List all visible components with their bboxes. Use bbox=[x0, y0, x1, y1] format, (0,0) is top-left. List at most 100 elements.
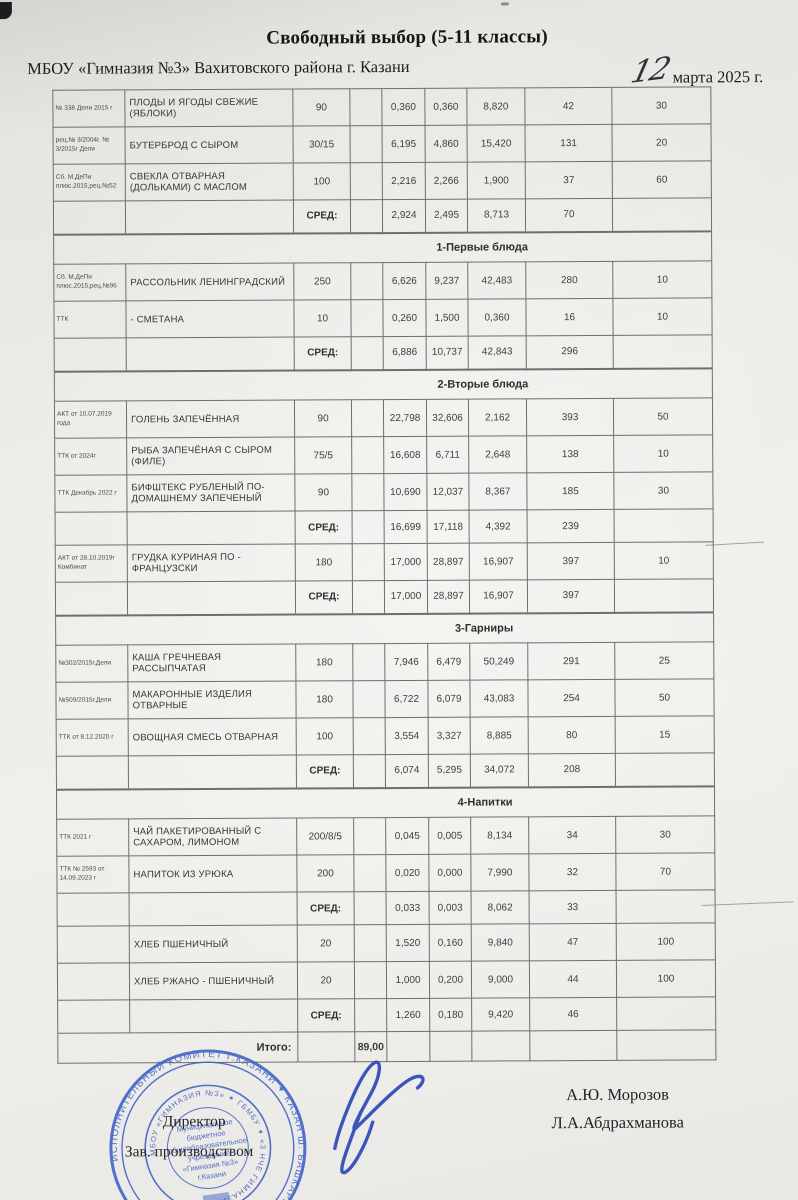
cell-value: 30 bbox=[613, 471, 714, 510]
cell-dish: ОВОЩНАЯ СМЕСЬ ОТВАРНАЯ bbox=[128, 718, 297, 756]
cell-value: 44 bbox=[529, 960, 617, 998]
stamp-emblem bbox=[202, 1191, 231, 1200]
cell-empty bbox=[354, 891, 387, 925]
cell-value: 254 bbox=[527, 679, 616, 717]
cell-dish: РАССОЛЬНИК ЛЕНИНГРАДСКИЙ bbox=[125, 263, 294, 301]
cell-value: 291 bbox=[527, 642, 615, 680]
cell-empty bbox=[351, 399, 384, 437]
cell-ref: рец.№ 3/2004г. № 3/2015г Дели bbox=[53, 126, 126, 165]
cell-portion: 30/15 bbox=[293, 125, 351, 164]
menu-row: ТТК 2021 г ЧАЙ ПАКЕТИРОВАННЫЙ С САХАРОМ, … bbox=[56, 815, 715, 857]
avg-row: СРЕД: 0,033 0,003 8,062 33 bbox=[57, 889, 716, 927]
cell-value: 0,020 bbox=[385, 854, 430, 892]
cell-portion: 20 bbox=[297, 961, 355, 1000]
cell-value: 2,266 bbox=[425, 162, 468, 200]
cell-value bbox=[616, 889, 716, 924]
cell-empty bbox=[352, 543, 385, 581]
date-printed: марта 2025 г. bbox=[672, 67, 764, 87]
cell-value: 239 bbox=[527, 509, 615, 543]
cell-value: 15 bbox=[615, 715, 715, 754]
round-stamp: ИСПОЛНИТЕЛЬНЫЙ КОМИТЕТ Г.КАЗАНИ ✦ КАЗАН … bbox=[96, 1036, 320, 1200]
menu-row: ХЛЕБ РЖАНО - ПШЕНИЧНЫЙ 20 1,000 0,200 9,000 4… bbox=[57, 959, 716, 1001]
cell-dish: СВЕКЛА ОТВАРНАЯ (ДОЛЬКАМИ) С МАСЛОМ bbox=[125, 163, 294, 201]
cell-value: 0,360 bbox=[381, 88, 426, 126]
cell-value: 296 bbox=[526, 335, 614, 369]
cell-portion: 90 bbox=[294, 473, 353, 512]
cell-value: 22,798 bbox=[383, 399, 427, 437]
cell-dish: - СМЕТАНА bbox=[125, 300, 295, 338]
avg-row: СРЕД: 6,074 5,295 34,072 208 bbox=[56, 752, 715, 790]
cell-dish: МАКАРОННЫЕ ИЗДЕЛИЯ ОТВАРНЫЕ bbox=[127, 681, 297, 719]
cell-value: 6,079 bbox=[427, 680, 471, 718]
cell-portion: 10 bbox=[293, 299, 352, 338]
cell-value: 7,990 bbox=[470, 853, 530, 892]
cell-value: 280 bbox=[525, 261, 613, 299]
cell-value: 50 bbox=[613, 397, 713, 436]
cell-value: 0,180 bbox=[429, 998, 472, 1032]
cell-value bbox=[615, 752, 715, 787]
cell-empty bbox=[350, 125, 383, 163]
cell-empty bbox=[350, 199, 383, 233]
cell-value: 32 bbox=[528, 853, 617, 891]
cell-value: 60 bbox=[612, 160, 712, 199]
cell-empty bbox=[354, 924, 387, 962]
cell-value: 138 bbox=[526, 435, 614, 473]
cell-value: 42 bbox=[524, 87, 613, 125]
cell-value: 8,885 bbox=[470, 716, 529, 755]
position-director: Директор bbox=[162, 1112, 226, 1131]
cell-value: 393 bbox=[526, 398, 614, 436]
cell-empty bbox=[471, 1030, 530, 1062]
school-name: МБОУ «Гимназия №3» Вахитовского района г… bbox=[27, 56, 410, 78]
menu-table-body: № 338 Дели 2015 г ПЛОДЫ И ЯГОДЫ СВЕЖИЕ (Я… bbox=[52, 86, 716, 1064]
cell-ref bbox=[56, 755, 129, 790]
cell-value bbox=[613, 334, 713, 369]
cell-value: 80 bbox=[528, 716, 616, 754]
cell-portion: 250 bbox=[293, 262, 351, 301]
cell-value: 2,162 bbox=[468, 398, 527, 437]
cell-value: 6,479 bbox=[427, 643, 470, 681]
avg-row: СРЕД: 2,924 2,495 8,713 70 bbox=[53, 197, 712, 235]
cell-value bbox=[614, 578, 714, 613]
cell-value: 16,699 bbox=[384, 510, 428, 544]
cell-empty bbox=[351, 336, 384, 370]
cell-value: 6,626 bbox=[382, 262, 426, 300]
section-row: 4-Напитки bbox=[56, 785, 715, 820]
cell-ref bbox=[55, 511, 128, 546]
cell-empty bbox=[353, 754, 386, 788]
cell-value: 16,608 bbox=[383, 436, 427, 474]
cell-value: 6,195 bbox=[382, 125, 426, 163]
cell-dish: ХЛЕБ ПШЕНИЧНЫЙ bbox=[129, 925, 298, 963]
cell-value: 2,495 bbox=[425, 199, 468, 233]
cell-value: 12,037 bbox=[426, 473, 470, 511]
cell-value: 70 bbox=[615, 852, 716, 891]
cell-empty bbox=[349, 88, 383, 126]
cell-value: 34,072 bbox=[470, 753, 529, 788]
cell-value: 28,897 bbox=[427, 580, 470, 614]
position-production-manager: Зав. производством bbox=[124, 1142, 254, 1161]
cell-empty bbox=[352, 580, 385, 614]
cell-ref bbox=[57, 892, 130, 927]
cell-value: 8,367 bbox=[468, 472, 528, 511]
cell-empty bbox=[352, 643, 385, 681]
cell-dish: БУТЕРБРОД С СЫРОМ bbox=[125, 126, 294, 164]
section-row: 3-Гарниры bbox=[55, 611, 714, 646]
menu-row: АКТ от 28.10.2019г Комбинат ГРУДКА КУРИНА… bbox=[55, 541, 714, 583]
cell-value: 3,327 bbox=[428, 717, 471, 755]
cell-dish bbox=[127, 581, 296, 615]
menu-row: ТТК - СМЕТАНА 10 0,260 1,500 0,360 16 10 bbox=[53, 297, 713, 339]
cell-value: 50 bbox=[614, 678, 715, 717]
cell-value: 5,295 bbox=[428, 754, 471, 788]
cell-value: 0,033 bbox=[386, 891, 430, 925]
menu-row: ТТК Декабрь 2022 г БИФШТЕКС РУБЛЕНЫЙ ПО-Д… bbox=[54, 471, 714, 513]
cell-value: 47 bbox=[529, 923, 617, 961]
signer-name-2: Л.А.Абдрахманова bbox=[551, 1112, 684, 1133]
cell-value: 1,000 bbox=[386, 961, 430, 999]
menu-row: №509/2015г.Дели МАКАРОННЫЕ ИЗДЕЛИЯ ОТВАРН… bbox=[55, 678, 715, 720]
cell-value: 17,000 bbox=[384, 543, 428, 581]
cell-ref: АКТ от 28.10.2019г Комбинат bbox=[55, 544, 128, 583]
cell-value: 16,907 bbox=[469, 579, 528, 614]
cell-value: 25 bbox=[614, 641, 714, 680]
section-title: 3-Гарниры bbox=[55, 611, 714, 646]
cell-portion: 100 bbox=[293, 162, 351, 201]
cell-empty bbox=[353, 717, 386, 755]
